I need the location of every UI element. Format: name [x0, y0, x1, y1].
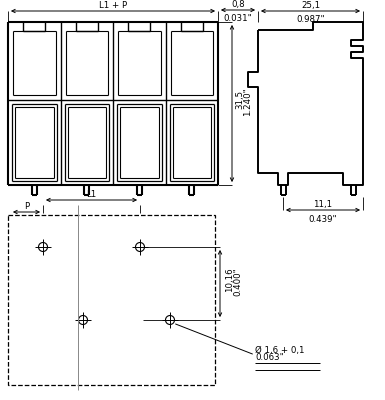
Text: 31,5: 31,5 — [235, 90, 244, 109]
Text: 0.439": 0.439" — [309, 215, 337, 224]
Text: 0.063": 0.063" — [255, 353, 284, 362]
Text: L1: L1 — [86, 190, 97, 199]
Text: 1.240": 1.240" — [243, 87, 252, 116]
Text: 25,1: 25,1 — [301, 1, 320, 10]
Text: 11,1: 11,1 — [313, 200, 333, 209]
Text: Ø 1,6 + 0,1: Ø 1,6 + 0,1 — [255, 346, 305, 355]
Text: L1 + P: L1 + P — [99, 1, 127, 10]
Bar — [8, 215, 215, 385]
Text: P: P — [24, 202, 29, 211]
Text: 0.987": 0.987" — [296, 15, 325, 24]
Text: 0.031": 0.031" — [224, 14, 253, 23]
Text: 0.400": 0.400" — [233, 267, 242, 296]
Text: 10,16: 10,16 — [225, 267, 234, 292]
Text: 0,8: 0,8 — [231, 0, 245, 9]
